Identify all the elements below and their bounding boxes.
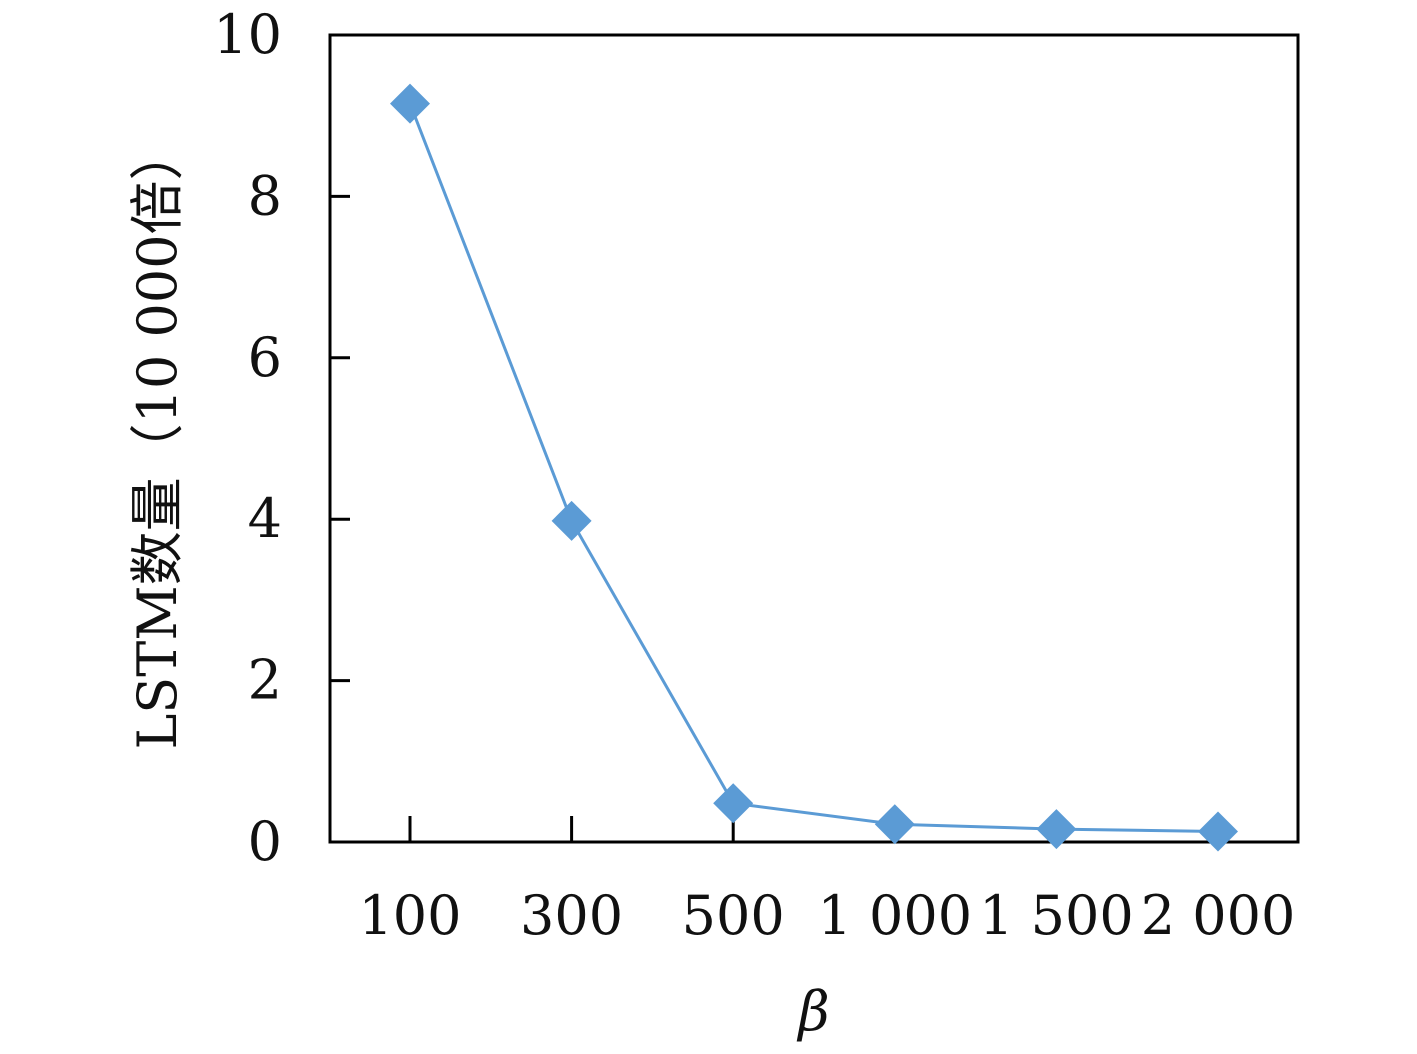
series-line: [408, 103, 1219, 834]
data-point-marker: [551, 500, 592, 541]
y-axis-title: LSTM数量（10 000倍）: [126, 126, 189, 749]
y-axis: 0 2 4 6 8 10: [213, 3, 350, 873]
y-tick-label: 8: [248, 164, 282, 227]
data-point-marker: [390, 83, 430, 124]
y-tick-label: 6: [248, 326, 282, 389]
x-tick-label: 2 000: [1141, 884, 1296, 947]
data-point-marker: [874, 804, 915, 845]
y-tick-label: 4: [248, 487, 282, 550]
x-tick-label: 1 000: [818, 884, 973, 947]
y-tick-label: 0: [248, 810, 282, 873]
x-tick-label: 100: [358, 884, 461, 947]
x-tick-label: 1 500: [979, 884, 1134, 947]
plot-frame: [328, 33, 1300, 844]
data-point-marker: [1198, 811, 1238, 852]
x-tick-label: 500: [682, 884, 785, 947]
y-tick-label: 2: [248, 649, 282, 712]
data-point-marker: [1036, 809, 1077, 850]
data-point-marker: [713, 783, 754, 824]
x-axis-title: β: [796, 980, 829, 1043]
y-tick-label: 10: [213, 3, 282, 66]
x-tick-label: 300: [520, 884, 623, 947]
series-layer: [390, 83, 1238, 852]
x-axis: 100 300 500 1 000 1 500 2 000: [358, 816, 1295, 947]
